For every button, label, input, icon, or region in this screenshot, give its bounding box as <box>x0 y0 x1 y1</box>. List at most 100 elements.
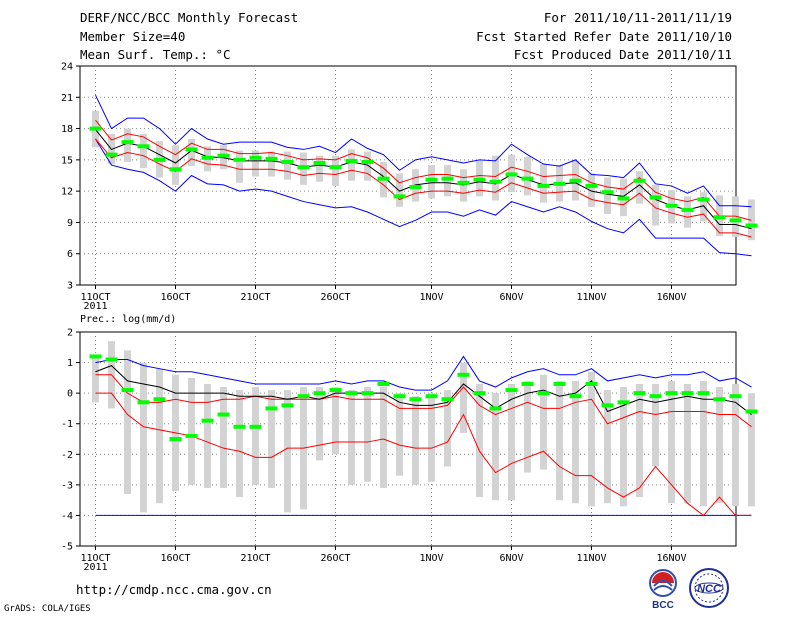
median-marker <box>617 196 630 201</box>
y-tick-label: 9 <box>67 218 73 229</box>
ensemble-box <box>284 151 291 180</box>
median-marker <box>649 394 662 399</box>
y-tick-label: -3 <box>61 480 73 491</box>
ensemble-box <box>556 380 563 501</box>
ensemble-box <box>188 139 195 167</box>
median-marker <box>233 424 246 429</box>
lower-spread-line <box>95 392 752 517</box>
median-marker <box>457 372 470 377</box>
median-marker <box>473 391 486 396</box>
median-marker <box>553 381 566 386</box>
median-marker <box>409 397 422 402</box>
median-marker <box>745 223 758 228</box>
x-tick-label: 16OCT <box>160 553 190 564</box>
median-marker <box>729 394 742 399</box>
median-marker <box>489 406 502 411</box>
ensemble-box <box>636 383 643 498</box>
median-marker <box>281 403 294 408</box>
median-marker <box>153 157 166 162</box>
x-tick-label: 11OCT <box>80 292 110 303</box>
median-marker <box>665 391 678 396</box>
y-tick-label: 15 <box>61 155 73 166</box>
y-tick-label: 21 <box>61 93 73 104</box>
y-tick-label: 3 <box>67 281 73 292</box>
median-marker <box>617 400 630 405</box>
ensemble-box <box>428 165 435 199</box>
median-marker <box>297 165 310 170</box>
median-marker <box>137 144 150 149</box>
min-line <box>95 138 752 257</box>
fcst-started-date: Fcst Started Refer Date 2011/10/10 <box>476 29 732 44</box>
median-marker <box>185 433 198 438</box>
ensemble-box <box>476 383 483 498</box>
ensemble-box <box>540 164 547 203</box>
y-tick-label: 12 <box>61 187 73 198</box>
median-marker <box>169 167 182 172</box>
median-marker <box>441 397 454 402</box>
median-marker <box>553 181 566 186</box>
ensemble-mean-line <box>95 129 752 230</box>
ensemble-box <box>748 199 755 241</box>
ensemble-box <box>332 387 339 455</box>
ensemble-box <box>348 390 355 485</box>
median-marker <box>745 409 758 414</box>
variable-label: Mean Surf. Temp.: °C <box>80 47 231 62</box>
ensemble-box <box>236 390 243 498</box>
x-tick-label: 1NOV <box>419 553 443 564</box>
median-marker <box>425 394 438 399</box>
median-marker <box>361 391 374 396</box>
source-url[interactable]: http://cmdp.ncc.cma.gov.cn <box>76 582 272 597</box>
x-tick-label: 16NOV <box>656 553 686 564</box>
median-marker <box>569 394 582 399</box>
median-marker <box>409 184 422 189</box>
median-marker <box>457 180 470 185</box>
ensemble-box <box>700 380 707 507</box>
ensemble-box <box>684 196 691 228</box>
ensemble-box <box>604 390 611 504</box>
ensemble-box <box>588 371 595 507</box>
chart-panel-precipitation: Prec.: log(mm/d) -5 -4 -3 -2 -1 0 1 2 11OCT 16OCT 2… <box>61 314 758 573</box>
ensemble-box <box>316 387 323 461</box>
median-marker <box>265 156 278 161</box>
ensemble-box <box>364 387 371 482</box>
y-tick-label: -5 <box>61 542 73 553</box>
ensemble-box <box>156 368 163 504</box>
median-marker <box>585 381 598 386</box>
ensemble-box <box>316 155 323 182</box>
median-marker <box>441 176 454 181</box>
y-tick-label: 0 <box>67 389 73 400</box>
ensemble-box <box>508 383 515 501</box>
median-marker <box>217 412 230 417</box>
ensemble-box <box>412 396 419 485</box>
ensemble-box <box>572 380 579 504</box>
y-tick-label: 1 <box>67 358 73 369</box>
median-marker <box>505 388 518 393</box>
ensemble-box <box>748 393 755 507</box>
median-marker <box>217 153 230 158</box>
fcst-produced-date: Fcst Produced Date 2011/10/11 <box>513 47 732 62</box>
median-marker <box>249 424 262 429</box>
x-tick-label: 11OCT <box>80 553 110 564</box>
median-marker <box>313 160 326 165</box>
x-year-label: 2011 <box>83 301 107 312</box>
median-marker <box>105 152 118 157</box>
ensemble-box <box>124 128 131 162</box>
ensemble-box <box>636 171 643 204</box>
median-marker <box>105 357 118 362</box>
ensemble-box <box>732 196 739 238</box>
ensemble-box <box>524 156 531 196</box>
median-marker <box>633 178 646 183</box>
x-tick-label: 11NOV <box>576 292 606 303</box>
ensemble-box <box>652 383 659 467</box>
x-tick-label: 11NOV <box>576 553 606 564</box>
median-marker <box>89 354 102 359</box>
ensemble-mean-line <box>95 365 752 415</box>
ensemble-box <box>460 169 467 202</box>
chart-panel-temperature: 3 6 9 12 15 18 21 24 11OCT 16OCT 21OCT 26OCT 1NOV 6NO… <box>61 62 758 312</box>
y-tick-label: -2 <box>61 450 73 461</box>
median-marker <box>297 394 310 399</box>
grads-credit: GrADS: COLA/IGES <box>4 604 91 614</box>
ensemble-box <box>700 192 707 222</box>
max-line <box>95 355 752 391</box>
